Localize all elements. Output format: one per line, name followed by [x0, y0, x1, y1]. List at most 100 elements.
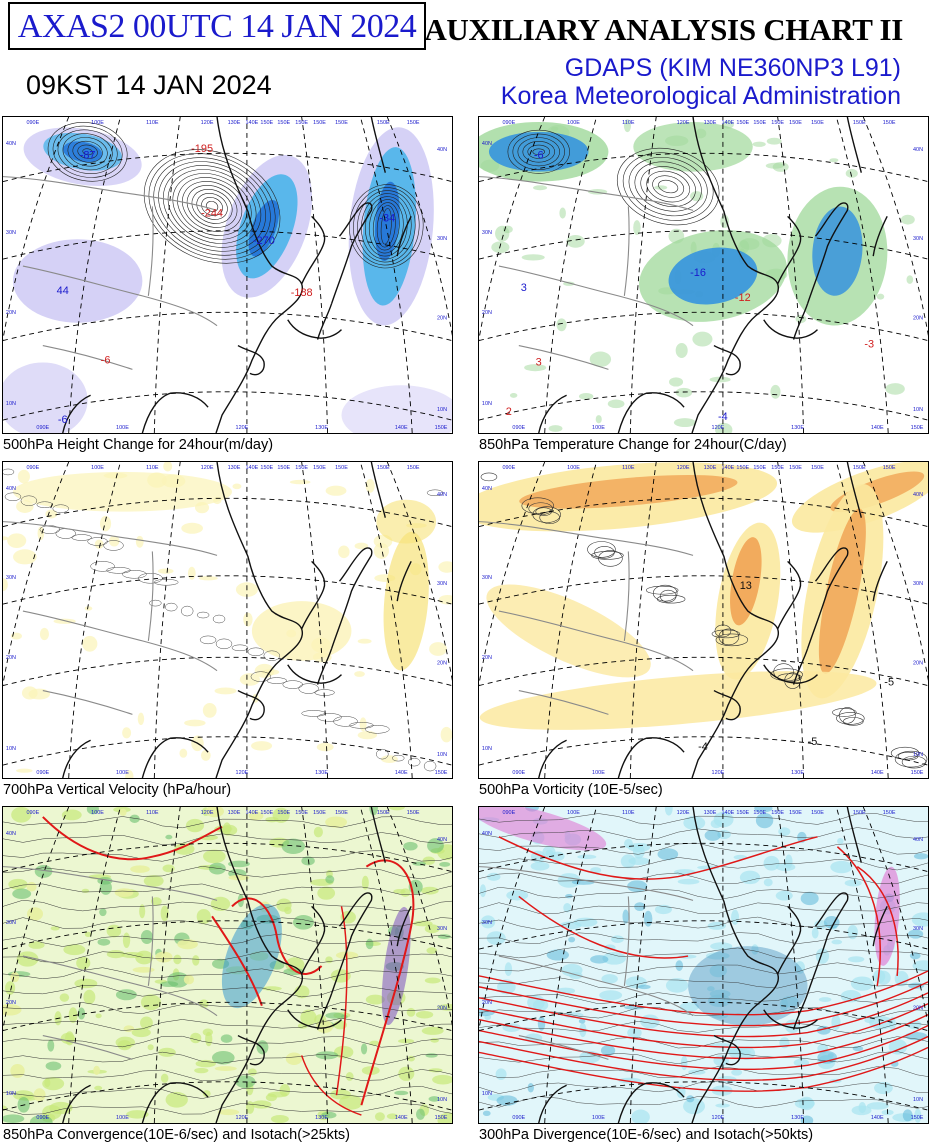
- vorticity-contour: [598, 550, 623, 567]
- vertical-velocity-area: [37, 526, 45, 541]
- latitude-label: 20N: [6, 655, 16, 661]
- divergence-area: [550, 851, 565, 861]
- convergence-area: [140, 994, 162, 1011]
- longitude-label: 120E: [201, 465, 214, 471]
- convergence-strong-area: [77, 1007, 86, 1020]
- longitude-label: 150E: [435, 1115, 448, 1121]
- vertical-velocity-area: [251, 741, 273, 751]
- parallel-line: [479, 575, 928, 605]
- temp-change-area: [633, 220, 641, 236]
- longitude-label: 150E: [811, 465, 824, 471]
- longitude-label: 140E: [871, 1115, 884, 1121]
- parallel-line: [3, 842, 452, 873]
- vertical-velocity-area: [357, 638, 372, 644]
- longitude-label: 150E: [771, 465, 784, 471]
- temp-change-area: [675, 342, 688, 359]
- longitude-label: 110E: [146, 120, 159, 126]
- latitude-label: 40N: [437, 837, 447, 843]
- convergence-area: [247, 1068, 257, 1076]
- isotach-line: [335, 906, 348, 1096]
- divergence-contour: [479, 962, 928, 975]
- divergence-strong-area: [754, 807, 773, 813]
- meridian-line: [3, 117, 70, 342]
- border-line: [518, 345, 609, 370]
- coastline-segment: [370, 117, 386, 173]
- latitude-label: 10N: [913, 407, 923, 413]
- convergence-strong-area: [365, 938, 374, 950]
- convergence-area: [162, 864, 175, 873]
- parallel-line: [3, 656, 452, 687]
- temp-change-area: [829, 158, 839, 163]
- convergence-strong-area: [394, 1090, 409, 1096]
- divergence-strong-area: [688, 946, 808, 1026]
- longitude-label: 150E: [853, 810, 866, 816]
- temp-change-value: -16: [690, 267, 706, 279]
- coastline: [479, 117, 888, 433]
- longitude-label: 140E: [721, 810, 734, 816]
- coastline: [3, 462, 412, 778]
- divergence-strong-area: [600, 1045, 616, 1056]
- vertical-velocity-contour: [39, 525, 60, 534]
- latitude-label: 10N: [913, 1097, 923, 1103]
- vorticity-contour: [521, 497, 554, 514]
- border-line: [42, 1035, 133, 1060]
- divergence-strong-area: [482, 1110, 491, 1117]
- convergence-area: [284, 906, 292, 915]
- coastline: [479, 462, 888, 778]
- meridian-line: [862, 117, 928, 337]
- divergence-area: [677, 878, 700, 885]
- convergence-strong-area: [315, 1051, 339, 1060]
- vorticity-contour: [836, 712, 865, 725]
- vertical-velocity-contour: [138, 573, 163, 584]
- convergence-strong-area: [293, 915, 314, 930]
- divergence-area: [119, 808, 127, 816]
- convergence-area: [81, 888, 90, 893]
- vertical-velocity-contour: [196, 611, 210, 619]
- height-change-value: -270: [253, 235, 275, 247]
- coastline-segment: [301, 560, 326, 630]
- divergence-area: [285, 1052, 303, 1065]
- coastline-segment: [617, 1082, 685, 1123]
- divergence-area: [33, 1088, 46, 1102]
- divergence-area: [504, 962, 513, 976]
- longitude-label: 150E: [736, 810, 749, 816]
- temp-change-area: [524, 364, 547, 372]
- panel-height-change: 090E 100E 110E 120E 130E 140E 150E 150E 150E 150E…: [2, 116, 453, 434]
- convergence-area: [185, 818, 205, 833]
- divergence-area: [848, 956, 865, 963]
- ascent-band: [383, 531, 429, 671]
- convergence-contour: [3, 1051, 452, 1065]
- latitude-label: 30N: [6, 575, 16, 581]
- divergence-area: [894, 971, 909, 987]
- vertical-velocity-area: [239, 673, 260, 686]
- temp-change-contour: [507, 129, 570, 174]
- coastline-segment: [872, 906, 888, 947]
- divergence-area: [183, 974, 195, 985]
- caption-vorticity: 500hPa Vorticity (10E-5/sec): [479, 782, 663, 798]
- convergence-area: [194, 1067, 209, 1074]
- convergence-contour: [3, 1002, 452, 1014]
- longitude-label: 120E: [236, 1115, 249, 1121]
- vertical-velocity-area: [39, 627, 49, 641]
- parallel-line: [479, 152, 928, 183]
- temp-change-area: [885, 383, 905, 395]
- coastline-segment: [237, 689, 265, 721]
- coastline-segment: [370, 807, 386, 863]
- longitude-label: 100E: [91, 465, 104, 471]
- divergence-strong-area: [637, 984, 651, 990]
- convergence-area: [413, 920, 433, 927]
- divergence-area: [640, 1014, 660, 1029]
- height-change-contour: [205, 200, 219, 212]
- convergence-area: [165, 1091, 188, 1108]
- coastline-segment: [777, 560, 802, 630]
- convergence-area: [361, 875, 369, 890]
- latitude-label: 20N: [6, 1000, 16, 1006]
- vorticity-contour: [587, 541, 616, 558]
- divergence-area: [130, 865, 150, 873]
- coastline-segment: [396, 561, 412, 602]
- longitude-label: 120E: [677, 810, 690, 816]
- divergence-area: [811, 927, 819, 939]
- height-change-contour: [376, 205, 396, 248]
- vertical-velocity-area: [289, 479, 311, 485]
- isotach-line: [479, 1003, 928, 1049]
